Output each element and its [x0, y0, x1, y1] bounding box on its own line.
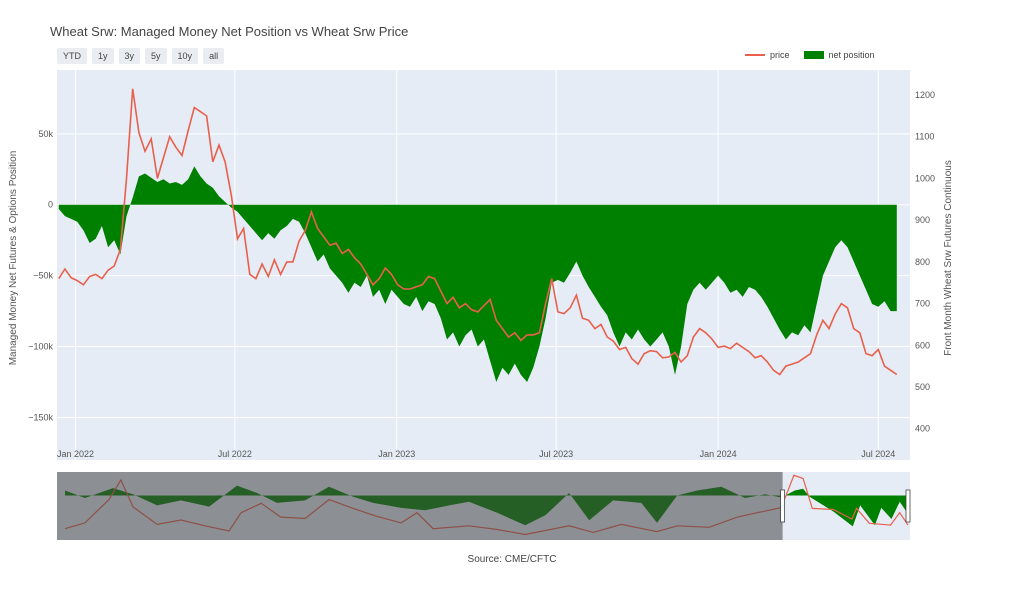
x-tick-label: Jul 2022	[218, 449, 252, 459]
legend: price net position	[745, 50, 875, 60]
axes: 50k 0 −50k −100k −150k Jan 2022 Jul 2022 Jan 20…	[28, 90, 935, 459]
chart-title: Wheat Srw: Managed Money Net Position vs…	[50, 24, 409, 39]
x-tick-label: Jan 2024	[700, 449, 737, 459]
range-slider-line-path	[64, 474, 909, 536]
y-tick-label: −100k	[28, 342, 53, 352]
price-line-path	[58, 88, 898, 376]
y2-tick-label: 1000	[915, 173, 935, 183]
x-tick-label: Jan 2022	[57, 449, 94, 459]
y2-tick-label: 900	[915, 215, 930, 225]
legend-item-price[interactable]: price	[745, 50, 790, 60]
range-button-1y[interactable]: 1y	[92, 48, 114, 64]
net-position-area-path	[58, 166, 897, 382]
range-slider-mask-left	[57, 472, 783, 540]
y-tick-label: −50k	[33, 271, 53, 281]
range-button-ytd[interactable]: YTD	[57, 48, 87, 64]
range-selector-buttons: YTD 1y 3y 5y 10y all	[57, 48, 225, 64]
x-tick-label: Jul 2024	[861, 449, 895, 459]
range-slider[interactable]	[57, 472, 911, 540]
range-button-10y[interactable]: 10y	[171, 48, 199, 64]
range-slider-background	[57, 472, 910, 540]
y2-tick-label: 400	[915, 424, 930, 434]
y2-tick-label: 500	[915, 382, 930, 392]
y-axis-right-title: Front Month Wheat Srw Futures Continuous	[943, 160, 954, 356]
net-position-area	[58, 166, 897, 382]
range-slider-handle-right[interactable]	[905, 489, 911, 523]
y2-tick-label: 800	[915, 257, 930, 267]
legend-swatch-net-position	[803, 51, 824, 59]
price-line	[58, 88, 898, 376]
range-button-5y[interactable]: 5y	[145, 48, 167, 64]
source-note: Source: CME/CFTC	[467, 554, 557, 565]
y-tick-label: 50k	[38, 129, 53, 139]
x-tick-label: Jul 2023	[539, 449, 573, 459]
range-slider-handle-left[interactable]	[780, 489, 786, 523]
range-slider-net-position-area	[65, 485, 908, 527]
legend-label-price: price	[770, 50, 790, 60]
range-slider-mask	[57, 472, 911, 540]
range-button-3y[interactable]: 3y	[118, 48, 141, 64]
y-tick-label: −150k	[28, 412, 53, 422]
y2-tick-label: 700	[915, 299, 930, 309]
y2-tick-label: 1200	[915, 90, 935, 100]
grid-lines	[57, 70, 910, 460]
y-tick-label: 0	[48, 200, 53, 210]
plot-background	[57, 70, 910, 460]
y2-tick-label: 600	[915, 340, 930, 350]
range-slider-area-path	[65, 485, 908, 527]
x-tick-label: Jan 2023	[378, 449, 415, 459]
legend-swatch-price	[745, 54, 765, 56]
legend-label-net-position: net position	[828, 50, 875, 60]
range-slider-price-line	[64, 474, 909, 536]
legend-item-net-position[interactable]: net position	[803, 50, 875, 60]
y-axis-left-title: Managed Money Net Futures & Options Posi…	[8, 151, 19, 366]
y2-tick-label: 1100	[915, 132, 934, 142]
range-button-all[interactable]: all	[203, 48, 225, 64]
